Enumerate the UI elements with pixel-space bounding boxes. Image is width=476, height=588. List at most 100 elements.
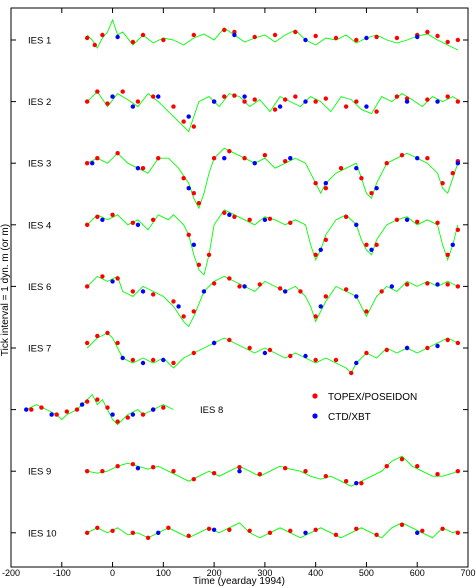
topex-point — [313, 33, 318, 39]
topex-point — [191, 124, 196, 129]
topex-point — [186, 232, 191, 237]
topex-point — [95, 89, 100, 94]
topex-point — [150, 292, 156, 297]
ctd-point — [110, 412, 115, 417]
ctd-point — [404, 99, 410, 104]
topex-point — [150, 94, 156, 99]
topex-point — [95, 333, 100, 339]
topex-point — [394, 217, 400, 222]
ctd-point — [135, 222, 141, 227]
topex-point — [156, 156, 161, 161]
ctd-point — [186, 114, 191, 119]
topex-point — [283, 97, 288, 102]
topex-point — [247, 217, 252, 222]
track-label: IES 7 — [28, 344, 51, 355]
ctd-point — [374, 186, 379, 191]
topex-point — [54, 412, 59, 417]
track-label: IES 10 — [28, 528, 57, 539]
track-label: IES 2 — [28, 97, 51, 108]
topex-point — [145, 535, 151, 540]
topex-point — [272, 107, 278, 112]
topex-point — [84, 530, 90, 535]
ctd-point — [404, 345, 410, 351]
topex-point — [455, 227, 461, 232]
ctd-point — [277, 104, 283, 109]
topex-point — [84, 222, 90, 227]
topex-point — [333, 357, 339, 363]
series-line — [86, 209, 459, 276]
ctd-point — [186, 186, 191, 191]
topex-point — [130, 220, 136, 225]
topex-point — [425, 156, 430, 161]
track-ies-10: IES 10 — [28, 522, 461, 540]
topex-point — [115, 151, 120, 156]
x-tick-label: 500 — [359, 568, 374, 578]
topex-point — [191, 350, 196, 356]
topex-point — [455, 284, 461, 289]
track-ies-7: IES 7 — [28, 330, 461, 376]
topex-point — [222, 27, 227, 33]
topex-point — [313, 314, 318, 319]
topex-point — [267, 347, 273, 353]
ctd-point — [303, 353, 308, 359]
series-line — [87, 455, 458, 487]
ctd-point — [262, 217, 268, 222]
topex-point — [242, 156, 247, 161]
topex-point — [171, 104, 176, 109]
track-ies-9: IES 9 — [28, 455, 461, 487]
track-ies-2: IES 2 — [28, 89, 461, 133]
topex-point — [227, 527, 232, 532]
ctd-point — [288, 156, 293, 161]
ctd-point — [415, 156, 420, 161]
topex-point — [206, 252, 212, 257]
topex-point — [130, 357, 136, 363]
topex-point — [39, 405, 44, 410]
topex-point — [161, 37, 166, 43]
ctd-point — [252, 161, 257, 166]
topex-point — [384, 347, 389, 353]
topex-point — [105, 405, 110, 410]
topex-point — [232, 93, 237, 98]
ctd-point — [435, 343, 440, 349]
topex-point — [399, 522, 405, 527]
topex-point — [445, 282, 450, 287]
topex-point — [333, 532, 339, 537]
topex-point — [343, 104, 349, 109]
topex-point — [369, 191, 374, 196]
x-tick-label: -100 — [53, 568, 71, 578]
track-ies-1: IES 1 — [28, 18, 461, 51]
topex-point — [140, 166, 146, 171]
topex-point — [455, 340, 461, 346]
topex-point — [313, 99, 318, 104]
topex-point — [171, 360, 176, 366]
topex-point — [211, 471, 217, 476]
x-tick-label: 300 — [257, 568, 272, 578]
x-tick-label: 700 — [460, 568, 475, 578]
series-tracks: IES 1 IES 2 IES 3 IES 4 IES 6 IES 7 IES 8 IES 9… — [24, 18, 461, 540]
topex-point — [303, 469, 308, 474]
topex-point — [115, 419, 120, 424]
legend-topex-marker — [312, 393, 318, 399]
ctd-point — [115, 34, 120, 40]
topex-point — [435, 472, 440, 477]
topex-point — [135, 99, 141, 104]
ctd-point — [283, 289, 288, 294]
ctd-point — [211, 527, 217, 532]
topex-point — [166, 525, 171, 530]
topex-point — [333, 35, 339, 41]
topex-point — [206, 526, 212, 531]
ctd-point — [232, 32, 237, 38]
topex-point — [323, 294, 329, 299]
topex-point — [359, 176, 364, 181]
topex-point — [227, 337, 232, 343]
topex-point — [222, 210, 227, 215]
x-tick-label: 200 — [207, 568, 222, 578]
track-label: IES 4 — [28, 220, 51, 231]
ctd-point — [415, 530, 420, 535]
series-line — [86, 90, 459, 133]
topex-point — [227, 276, 232, 281]
topex-point — [150, 357, 156, 363]
track-ies-3: IES 3 — [28, 147, 461, 210]
topex-point — [242, 99, 247, 104]
topex-point — [374, 532, 379, 537]
